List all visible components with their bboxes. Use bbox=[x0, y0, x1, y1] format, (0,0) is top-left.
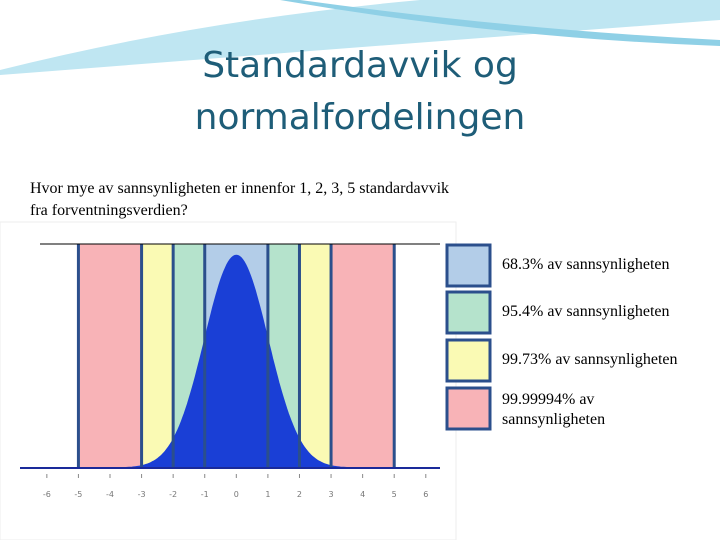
x-tick-label: 3 bbox=[329, 490, 334, 499]
legend-swatch bbox=[445, 386, 492, 431]
legend-label: 99.99994% av sannsynligheten bbox=[502, 391, 606, 428]
legend-swatch bbox=[445, 290, 492, 335]
slide-title: Standardavvik og normalfordelingen bbox=[194, 45, 526, 138]
legend-label: 95.4% av sannsynligheten bbox=[502, 303, 670, 320]
decor bbox=[280, 0, 720, 46]
decor bbox=[0, 0, 720, 75]
x-tick-label: 4 bbox=[360, 490, 365, 499]
x-tick-label: 5 bbox=[392, 490, 397, 499]
x-tick-label: -2 bbox=[169, 490, 177, 499]
x-tick-label: 0 bbox=[234, 490, 239, 499]
legend-label: 68.3% av sannsynligheten bbox=[502, 256, 670, 273]
x-tick-label: -1 bbox=[201, 490, 209, 499]
legend-swatch bbox=[445, 338, 492, 383]
legend-label: 99.73% av sannsynligheten bbox=[502, 351, 678, 368]
x-tick-label: -3 bbox=[138, 490, 146, 499]
x-tick-label: 1 bbox=[265, 490, 270, 499]
question: Hvor mye av sannsynligheten er innenfor … bbox=[30, 180, 450, 219]
legend-swatch bbox=[445, 243, 492, 288]
x-tick-label: -5 bbox=[74, 490, 82, 499]
x-tick-label: -6 bbox=[43, 490, 51, 499]
x-tick-label: -4 bbox=[106, 490, 114, 499]
x-tick-label: 6 bbox=[423, 490, 428, 499]
x-tick-label: 2 bbox=[297, 490, 302, 499]
